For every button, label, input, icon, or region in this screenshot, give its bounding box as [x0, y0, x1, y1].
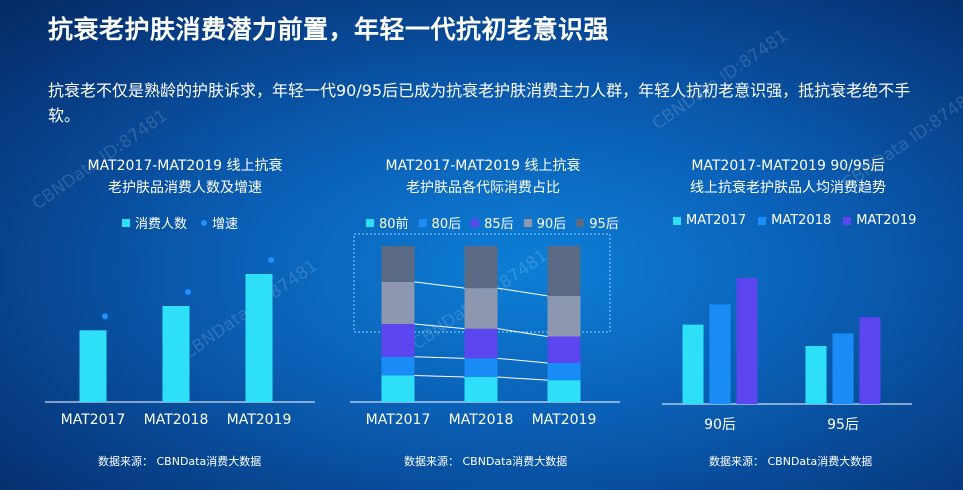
stacked-segment [464, 288, 498, 329]
chart3-source: 数据来源： CBNData消费大数据 [709, 455, 873, 468]
growth-point [185, 289, 191, 295]
bar [805, 346, 827, 404]
stacked-segment [381, 324, 415, 357]
x-tick-label: MAT2019 [532, 412, 597, 428]
x-tick-label: 95后 [827, 417, 859, 433]
bar [832, 333, 854, 404]
chart1-plot: MAT2017 MAT2018 MAT2019 [45, 257, 315, 428]
chart2-title-line1: MAT2017-MAT2019 线上抗衰 [385, 158, 581, 174]
stacked-segment [547, 363, 581, 381]
x-tick-label: MAT2018 [144, 412, 209, 428]
page-title: 抗衰老护肤消费潜力前置，年轻一代抗初老意识强 [48, 15, 610, 44]
chart3-plot: 90后 95后 [662, 278, 912, 433]
bar [162, 306, 190, 402]
legend-swatch [843, 216, 852, 225]
stacked-segment [547, 336, 581, 363]
stacked-segment [381, 375, 415, 402]
trend-connector [497, 328, 548, 337]
stacked-segment [381, 246, 415, 282]
legend-item: 增速 [201, 213, 238, 232]
legend-label: 95后 [589, 217, 619, 232]
legend-swatch [673, 216, 681, 225]
legend-label: MAT2017 [686, 213, 747, 228]
chart3-title-line2: 线上抗衰老护肤品人均消费趋势 [690, 180, 886, 196]
x-tick-label: MAT2017 [366, 412, 431, 428]
chart1-title: MAT2017-MAT2019 线上抗衰 老护肤品消费人数及增速 [60, 155, 310, 199]
stacked-segment [381, 281, 415, 324]
legend-item: MAT2017 [673, 213, 746, 228]
legend-swatch [418, 218, 427, 227]
legend-item: 80前 [366, 213, 409, 232]
trend-connector [414, 374, 465, 378]
legend-swatch [471, 218, 480, 227]
chart3-title: MAT2017-MAT2019 90/95后 线上抗衰老护肤品人均消费趋势 [663, 155, 913, 199]
x-tick-label: 90后 [704, 417, 736, 433]
x-tick-label: MAT2017 [61, 412, 126, 428]
chart1-title-line2: 老护肤品消费人数及增速 [108, 180, 262, 196]
legend-item: 95后 [576, 213, 619, 232]
legend-label: 消费人数 [135, 217, 188, 232]
chart1-legend: 消费人数 增速 [122, 213, 238, 232]
stacked-segment [381, 356, 415, 376]
legend-item: 消费人数 [122, 213, 187, 232]
growth-point [268, 257, 274, 263]
chart1-source: 数据来源： CBNData消费大数据 [98, 455, 262, 468]
stacked-segment [464, 377, 498, 402]
stacked-segment [464, 328, 498, 359]
chart2-legend: 80前 80后 85后 90后 95后 [366, 213, 619, 232]
legend-item: MAT2018 [758, 213, 831, 228]
legend-label: 80后 [431, 217, 462, 232]
legend-label: MAT2019 [856, 213, 917, 228]
stacked-segment [547, 295, 581, 337]
growth-point [102, 313, 108, 320]
legend-swatch [523, 218, 532, 227]
stacked-segment [464, 246, 498, 289]
legend-item: 90后 [523, 213, 567, 232]
trend-connector [497, 287, 548, 297]
x-tick-label: MAT2018 [449, 412, 514, 428]
bar [709, 304, 731, 404]
chart1-title-line1: MAT2017-MAT2019 线上抗衰 [87, 158, 283, 174]
chart2-plot: MAT2017 MAT2018 MAT2019 [350, 233, 620, 428]
bar [79, 330, 107, 402]
trend-connector [497, 357, 548, 364]
chart2-source: 数据来源： CBNData消费大数据 [404, 455, 568, 468]
page-subtitle: 抗衰老不仅是熟龄的护肤诉求，年轻一代90/95后已成为抗衰老护肤消费主力人群，年… [48, 81, 911, 125]
chart3-legend: MAT2017 MAT2018 MAT2019 [673, 213, 916, 228]
legend-label: 80前 [379, 217, 409, 232]
legend-swatch [758, 216, 767, 225]
chart3-title-line1: MAT2017-MAT2019 90/95后 [691, 158, 885, 174]
legend-label: 增速 [212, 217, 239, 232]
chart2-title: MAT2017-MAT2019 线上抗衰 老护肤品各代际消费占比 [358, 155, 608, 199]
trend-connector [497, 376, 548, 381]
chart2-title-line2: 老护肤品各代际消费占比 [406, 180, 560, 196]
legend-item: 85后 [471, 213, 514, 232]
legend-item: MAT2019 [843, 213, 916, 228]
trend-connector [414, 281, 465, 289]
bar [245, 274, 273, 402]
legend-swatch [576, 218, 585, 227]
trend-connector [414, 356, 465, 359]
legend-label: 85后 [484, 217, 514, 232]
stacked-segment [547, 246, 581, 296]
legend-label: 90后 [536, 217, 567, 232]
bar [736, 278, 758, 404]
legend-label: MAT2018 [771, 213, 832, 228]
bar [682, 324, 704, 404]
legend-swatch [366, 218, 374, 227]
trend-connector [414, 323, 465, 330]
bar [859, 317, 881, 404]
stacked-segment [464, 358, 498, 378]
x-tick-label: MAT2019 [227, 412, 292, 428]
stacked-segment [547, 380, 581, 402]
legend-item: 80后 [418, 213, 462, 232]
